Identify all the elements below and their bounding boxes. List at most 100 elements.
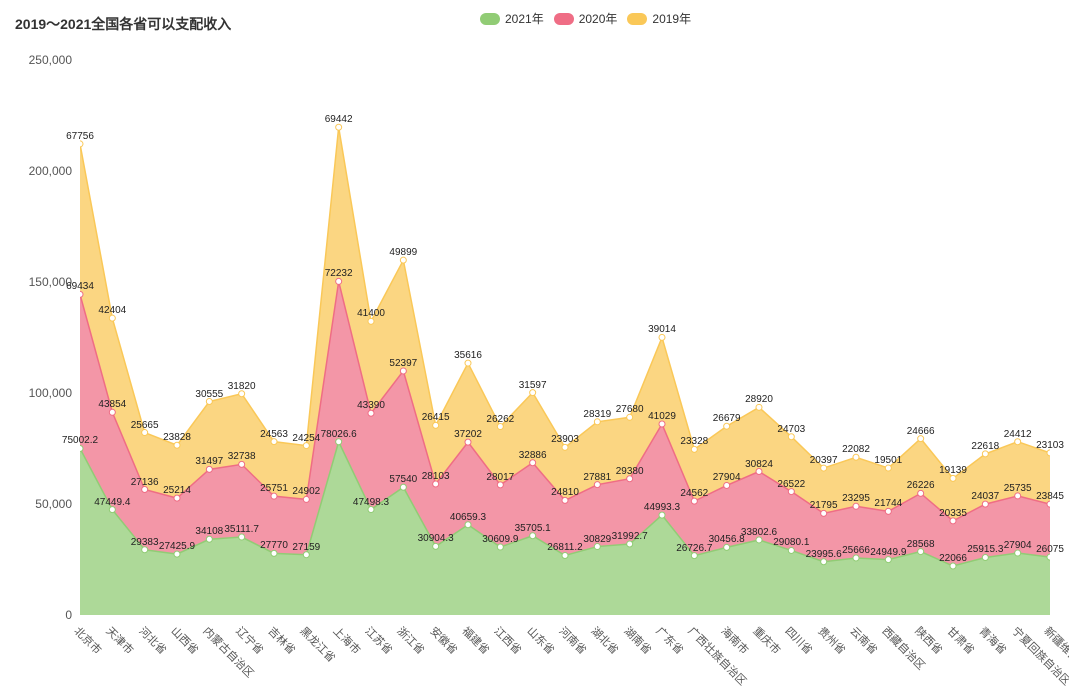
- y-tick-label: 150,000: [12, 275, 72, 289]
- x-tick-label: 福建省: [459, 623, 494, 658]
- data-label: 29383: [131, 537, 159, 548]
- data-label: 24902: [292, 486, 320, 497]
- legend-item[interactable]: 2020年: [554, 10, 618, 27]
- data-label: 29380: [616, 466, 644, 477]
- data-label: 30555: [195, 389, 223, 400]
- data-label: 40659.3: [450, 512, 486, 523]
- x-tick-label: 安徽省: [426, 623, 461, 658]
- data-label: 28017: [486, 472, 514, 483]
- area-2019年: [80, 127, 1050, 521]
- data-label: 69442: [325, 114, 353, 125]
- data-label: 47498.3: [353, 497, 389, 508]
- data-label: 27159: [292, 542, 320, 553]
- x-tick-label: 贵州省: [814, 623, 849, 658]
- data-label: 20397: [810, 455, 838, 466]
- data-label: 27680: [616, 404, 644, 415]
- data-label: 78026.6: [321, 429, 357, 440]
- y-tick-label: 100,000: [12, 386, 72, 400]
- legend-label: 2019年: [652, 10, 691, 27]
- data-label: 25751: [260, 483, 288, 494]
- data-label: 23995.6: [806, 549, 842, 560]
- data-label: 23103: [1036, 440, 1064, 451]
- data-label: 35616: [454, 350, 482, 361]
- data-label: 35705.1: [515, 523, 551, 534]
- data-label: 21795: [810, 500, 838, 511]
- data-label: 24562: [680, 488, 708, 499]
- data-label: 33802.6: [741, 527, 777, 538]
- data-label: 24949.9: [870, 547, 906, 558]
- data-label: 26811.2: [547, 542, 582, 553]
- data-label: 44993.3: [644, 502, 680, 513]
- data-label: 49899: [389, 247, 417, 258]
- legend-swatch: [554, 13, 574, 25]
- x-tick-label: 吉林省: [265, 623, 300, 658]
- data-label: 75002.2: [62, 435, 98, 446]
- x-tick-label: 四川省: [782, 623, 817, 658]
- data-label: 27770: [260, 540, 288, 551]
- x-tick-label: 青海省: [976, 623, 1011, 658]
- data-label: 47449.4: [94, 497, 130, 508]
- data-label: 29080.1: [773, 537, 809, 548]
- data-label: 32886: [519, 450, 547, 461]
- legend-swatch: [627, 13, 647, 25]
- data-label: 26415: [422, 412, 450, 423]
- x-tick-label: 湖北省: [588, 623, 623, 658]
- x-tick-label: 山西省: [168, 623, 203, 658]
- data-label: 26522: [777, 479, 805, 490]
- data-label: 22618: [971, 441, 999, 452]
- data-label: 25666: [842, 545, 870, 556]
- data-label: 24563: [260, 429, 288, 440]
- data-label: 67756: [66, 131, 94, 142]
- data-label: 69434: [66, 281, 94, 292]
- data-label: 30609.9: [482, 534, 518, 545]
- x-tick-label: 广东省: [653, 623, 688, 658]
- data-label: 26679: [713, 413, 741, 424]
- data-label: 24037: [971, 491, 999, 502]
- data-label: 25214: [163, 485, 191, 496]
- data-label: 23295: [842, 493, 870, 504]
- data-label: 27881: [583, 472, 611, 483]
- x-tick-label: 河南省: [556, 623, 591, 658]
- data-label: 39014: [648, 324, 676, 335]
- data-label: 23903: [551, 434, 579, 445]
- data-label: 72232: [325, 268, 353, 279]
- data-label: 19501: [874, 455, 902, 466]
- data-label: 25735: [1004, 483, 1032, 494]
- data-label: 28103: [422, 471, 450, 482]
- y-tick-label: 50,000: [12, 497, 72, 511]
- data-label: 27904: [1004, 540, 1032, 551]
- data-label: 27904: [713, 472, 741, 483]
- data-label: 34108: [195, 526, 223, 537]
- data-label: 24810: [551, 487, 579, 498]
- legend-label: 2020年: [579, 10, 618, 27]
- data-label: 30456.8: [709, 534, 745, 545]
- legend-label: 2021年: [505, 10, 544, 27]
- x-tick-label: 河北省: [135, 623, 170, 658]
- data-label: 31497: [195, 456, 223, 467]
- x-tick-label: 山东省: [523, 623, 558, 658]
- data-label: 31597: [519, 380, 547, 391]
- data-label: 41400: [357, 308, 385, 319]
- data-label: 27136: [131, 477, 159, 488]
- data-label: 27425.9: [159, 541, 195, 552]
- data-label: 26075: [1036, 544, 1064, 555]
- x-tick-label: 重庆市: [750, 623, 785, 658]
- data-label: 22066: [939, 553, 967, 564]
- data-label: 22082: [842, 444, 870, 455]
- x-tick-label: 北京市: [71, 623, 106, 658]
- y-tick-label: 0: [12, 608, 72, 622]
- data-label: 24412: [1004, 429, 1032, 440]
- data-label: 43854: [98, 399, 126, 410]
- data-label: 25665: [131, 420, 159, 431]
- legend-item[interactable]: 2021年: [480, 10, 544, 27]
- data-label: 31820: [228, 381, 256, 392]
- legend-item[interactable]: 2019年: [627, 10, 691, 27]
- y-tick-label: 250,000: [12, 53, 72, 67]
- data-label: 30904.3: [418, 533, 454, 544]
- data-label: 23328: [680, 436, 708, 447]
- data-label: 23828: [163, 432, 191, 443]
- x-tick-label: 江西省: [491, 623, 526, 658]
- data-label: 31992.7: [612, 531, 648, 542]
- data-label: 43390: [357, 400, 385, 411]
- data-label: 26262: [486, 414, 514, 425]
